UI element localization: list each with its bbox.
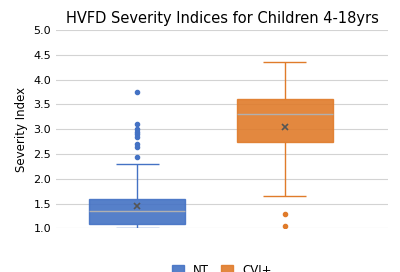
Y-axis label: Severity Index: Severity Index [15,87,28,172]
Bar [237,100,333,142]
Bar [89,199,185,224]
Title: HVFD Severity Indices for Children 4-18yrs: HVFD Severity Indices for Children 4-18y… [66,11,378,26]
Legend: NT, CVI+: NT, CVI+ [167,260,277,272]
